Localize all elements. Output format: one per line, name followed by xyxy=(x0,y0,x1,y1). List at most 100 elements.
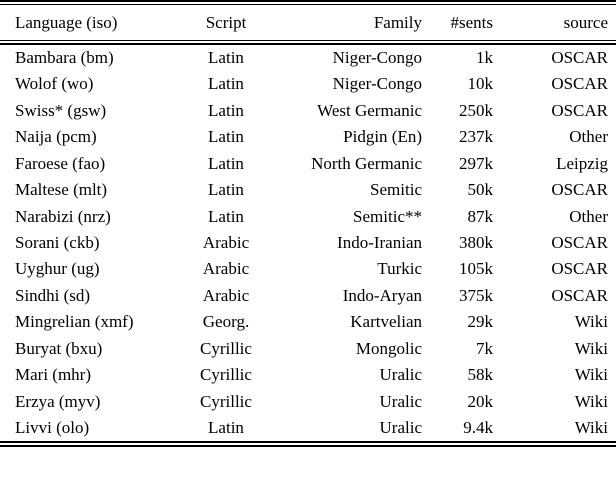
cell-script: Cyrillic xyxy=(200,338,252,358)
cell-family: Mongolic xyxy=(355,338,422,358)
cell-sents: 29k xyxy=(467,312,494,332)
cell-sents: 87k xyxy=(467,206,494,226)
cell-language: Mari (mhr) xyxy=(15,365,92,385)
cell-script: Cyrillic xyxy=(200,365,252,385)
cell-source: Wiki xyxy=(574,312,608,332)
cell-language: Faroese (fao) xyxy=(15,153,106,173)
cell-family: West Germanic xyxy=(317,100,422,120)
table-row: Livvi (olo) Latin Uralic 9.4k Wiki xyxy=(0,415,616,441)
cell-family: Niger-Congo xyxy=(332,74,422,94)
cell-script: Latin xyxy=(208,47,244,67)
cell-family: Pidgin (En) xyxy=(343,127,422,147)
cell-language: Swiss* (gsw) xyxy=(15,100,107,120)
cell-language: Naija (pcm) xyxy=(15,127,97,147)
cell-script: Latin xyxy=(208,418,244,437)
cell-script: Latin xyxy=(208,100,244,120)
cell-sents: 105k xyxy=(459,259,493,279)
cell-source: Wiki xyxy=(574,418,608,437)
table-row: Narabizi (nrz) Latin Semitic** 87k Other xyxy=(0,203,616,229)
cell-source: Wiki xyxy=(574,391,608,411)
rule-line xyxy=(0,444,616,447)
cell-family: Indo-Aryan xyxy=(342,285,422,305)
rule-line xyxy=(0,43,616,45)
cell-source: Wiki xyxy=(574,338,608,358)
table-row: Naija (pcm) Latin Pidgin (En) 237k Other xyxy=(0,124,616,150)
cell-family: Uralic xyxy=(379,418,422,437)
cell-family: North Germanic xyxy=(311,153,422,173)
table-row: Buryat (bxu) Cyrillic Mongolic 7k Wiki xyxy=(0,335,616,361)
cell-sents: 58k xyxy=(467,365,494,385)
cell-script: Latin xyxy=(208,127,244,147)
cell-language: Bambara (bm) xyxy=(15,47,114,67)
rule-line xyxy=(0,3,616,6)
cell-language: Buryat (bxu) xyxy=(15,338,103,358)
table-row: Sindhi (sd) Arabic Indo-Aryan 375k OSCAR xyxy=(0,283,616,309)
cell-source: Wiki xyxy=(574,365,608,385)
cell-source: OSCAR xyxy=(551,100,608,120)
languages-table: Language (iso) Script Family #sents sour… xyxy=(0,0,616,447)
cell-sents: 237k xyxy=(459,127,493,147)
table-rule-header xyxy=(0,39,616,45)
cell-language: Uyghur (ug) xyxy=(15,259,100,279)
column-header-sents: #sents xyxy=(450,12,494,32)
table-row: Bambara (bm) Latin Niger-Congo 1k OSCAR xyxy=(0,45,616,71)
table-row: Wolof (wo) Latin Niger-Congo 10k OSCAR xyxy=(0,71,616,97)
cell-family: Semitic** xyxy=(353,206,422,226)
table-row: Sorani (ckb) Arabic Indo-Iranian 380k OSCAR xyxy=(0,230,616,256)
cell-family: Uralic xyxy=(379,365,422,385)
cell-sents: 380k xyxy=(459,232,493,252)
table-row: Erzya (myv) Cyrillic Uralic 20k Wiki xyxy=(0,388,616,414)
cell-source: OSCAR xyxy=(551,285,608,305)
cell-script: Arabic xyxy=(202,285,250,305)
table-body: Bambara (bm) Latin Niger-Congo 1k OSCAR Wolof… xyxy=(0,45,616,442)
table-row: Faroese (fao) Latin North Germanic 297k Leip… xyxy=(0,150,616,176)
cell-sents: 20k xyxy=(467,391,494,411)
cell-language: Livvi (olo) xyxy=(15,418,90,437)
cell-source: OSCAR xyxy=(551,232,608,252)
cell-script: Arabic xyxy=(202,232,250,252)
cell-family: Niger-Congo xyxy=(332,47,422,67)
table-row: Mingrelian (xmf) Georg. Kartvelian 29k Wiki xyxy=(0,309,616,335)
table-row: Mari (mhr) Cyrillic Uralic 58k Wiki xyxy=(0,362,616,388)
cell-script: Georg. xyxy=(202,312,250,332)
cell-script: Latin xyxy=(208,206,244,226)
cell-sents: 50k xyxy=(467,180,494,200)
cell-family: Uralic xyxy=(379,391,422,411)
column-header-script: Script xyxy=(205,12,247,32)
cell-sents: 10k xyxy=(467,74,494,94)
cell-source: OSCAR xyxy=(551,259,608,279)
rule-line xyxy=(0,0,616,3)
cell-source: Other xyxy=(569,127,608,147)
table-row: Uyghur (ug) Arabic Turkic 105k OSCAR xyxy=(0,256,616,282)
cell-sents: 375k xyxy=(459,285,493,305)
table-row: Maltese (mlt) Latin Semitic 50k OSCAR xyxy=(0,177,616,203)
cell-language: Maltese (mlt) xyxy=(15,180,108,200)
cell-sents: 1k xyxy=(476,47,493,67)
cell-script: Arabic xyxy=(202,259,250,279)
cell-source: Leipzig xyxy=(556,153,608,173)
table-rule-top xyxy=(0,0,616,6)
cell-family: Kartvelian xyxy=(350,312,422,332)
column-header-source: source xyxy=(563,12,608,32)
cell-family: Turkic xyxy=(377,259,422,279)
cell-family: Indo-Iranian xyxy=(337,232,422,252)
cell-source: OSCAR xyxy=(551,47,608,67)
cell-sents: 250k xyxy=(459,100,493,120)
cell-script: Cyrillic xyxy=(200,391,252,411)
cell-source: OSCAR xyxy=(551,74,608,94)
cell-source: Other xyxy=(569,206,608,226)
cell-sents: 7k xyxy=(476,338,493,358)
cell-language: Sorani (ckb) xyxy=(15,232,100,252)
table-header-row: Language (iso) Script Family #sents sour… xyxy=(0,5,616,40)
cell-script: Latin xyxy=(208,74,244,94)
rule-line xyxy=(0,441,616,443)
cell-language: Erzya (myv) xyxy=(15,391,101,411)
column-header-family: Family xyxy=(373,12,422,32)
cell-family: Semitic xyxy=(370,180,422,200)
cell-language: Narabizi (nrz) xyxy=(15,206,111,226)
table-row: Swiss* (gsw) Latin West Germanic 250k OSCAR xyxy=(0,98,616,124)
cell-language: Sindhi (sd) xyxy=(15,285,91,305)
cell-sents: 297k xyxy=(459,153,493,173)
cell-language: Mingrelian (xmf) xyxy=(15,312,134,332)
column-header-language: Language (iso) xyxy=(15,12,118,32)
